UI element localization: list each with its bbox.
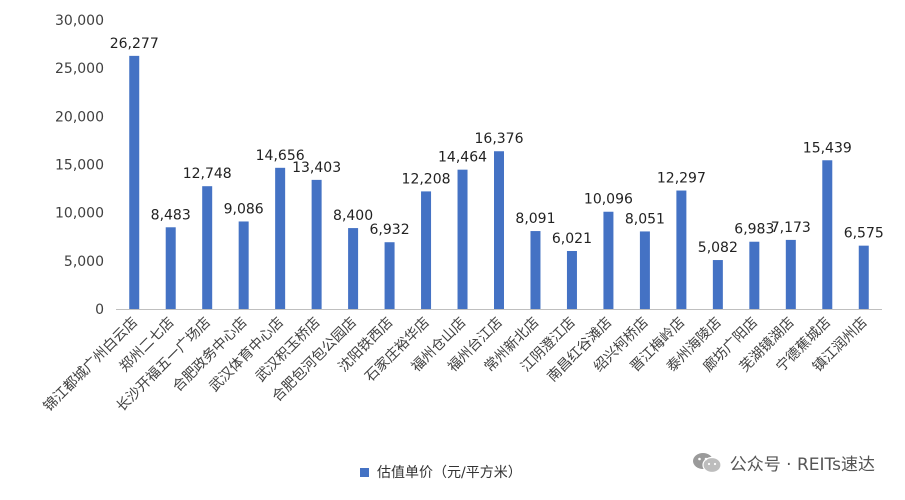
data-label: 8,051 [625,211,665,227]
data-label: 12,297 [657,171,706,187]
value-labels: 26,2778,48312,7489,08614,65613,4038,4006… [110,36,884,256]
data-label: 10,096 [584,192,633,208]
watermark-text: 公众号 · REITs速达 [729,455,875,475]
bar [311,179,322,309]
data-label: 8,400 [333,208,373,224]
bar [384,242,395,309]
data-label: 26,277 [110,36,159,52]
data-label: 6,932 [370,222,410,238]
data-label: 16,376 [475,131,524,147]
bar-series [129,55,869,309]
y-tick-label: 10,000 [55,206,104,222]
data-label: 8,483 [151,207,191,223]
y-tick-label: 30,000 [55,13,104,29]
bar [494,151,504,309]
data-label: 6,983 [734,222,774,238]
bar [566,250,577,309]
bar [712,260,723,309]
bar [348,228,359,309]
y-tick-label: 5,000 [64,254,104,270]
bar [858,245,869,309]
x-axis-labels: 锦江都城广州白云店郑州二七店长沙开福五一广场店合肥政务中心店武汉体育中心店武汉积… [40,314,871,415]
bar [785,239,796,309]
data-label: 8,091 [515,211,555,227]
bar [202,186,213,309]
data-label: 15,439 [803,140,852,156]
data-label: 14,656 [256,148,305,164]
bar [129,55,140,309]
bar [639,231,650,309]
data-label: 6,021 [552,231,592,247]
data-label: 14,464 [438,150,487,166]
bar [238,221,249,309]
bar [457,169,468,309]
data-label: 9,086 [224,201,264,217]
legend: 估值单价（元/平方米） [360,462,522,482]
y-tick-label: 0 [95,302,104,318]
bar [822,160,833,309]
legend-swatch [360,467,369,477]
data-label: 5,082 [698,240,738,256]
bar [421,191,432,309]
wechat-icon [692,452,722,473]
data-label: 7,173 [771,220,811,236]
y-tick-label: 20,000 [55,109,104,125]
legend-label: 估值单价（元/平方米） [377,465,522,481]
bar [603,211,614,309]
bar [676,190,687,309]
bar [749,241,760,309]
y-axis: 0 5,000 10,000 15,000 20,000 25,000 30,000 [55,13,882,318]
data-label: 12,208 [402,171,451,187]
y-tick-label: 15,000 [55,158,104,174]
y-tick-label: 25,000 [55,61,104,77]
bar [530,231,541,309]
bar [165,227,176,309]
data-label: 13,403 [292,160,341,176]
watermark: 公众号 · REITs速达 [692,450,875,475]
data-label: 6,575 [844,226,884,242]
data-label: 12,748 [183,166,232,182]
bar [275,167,286,309]
